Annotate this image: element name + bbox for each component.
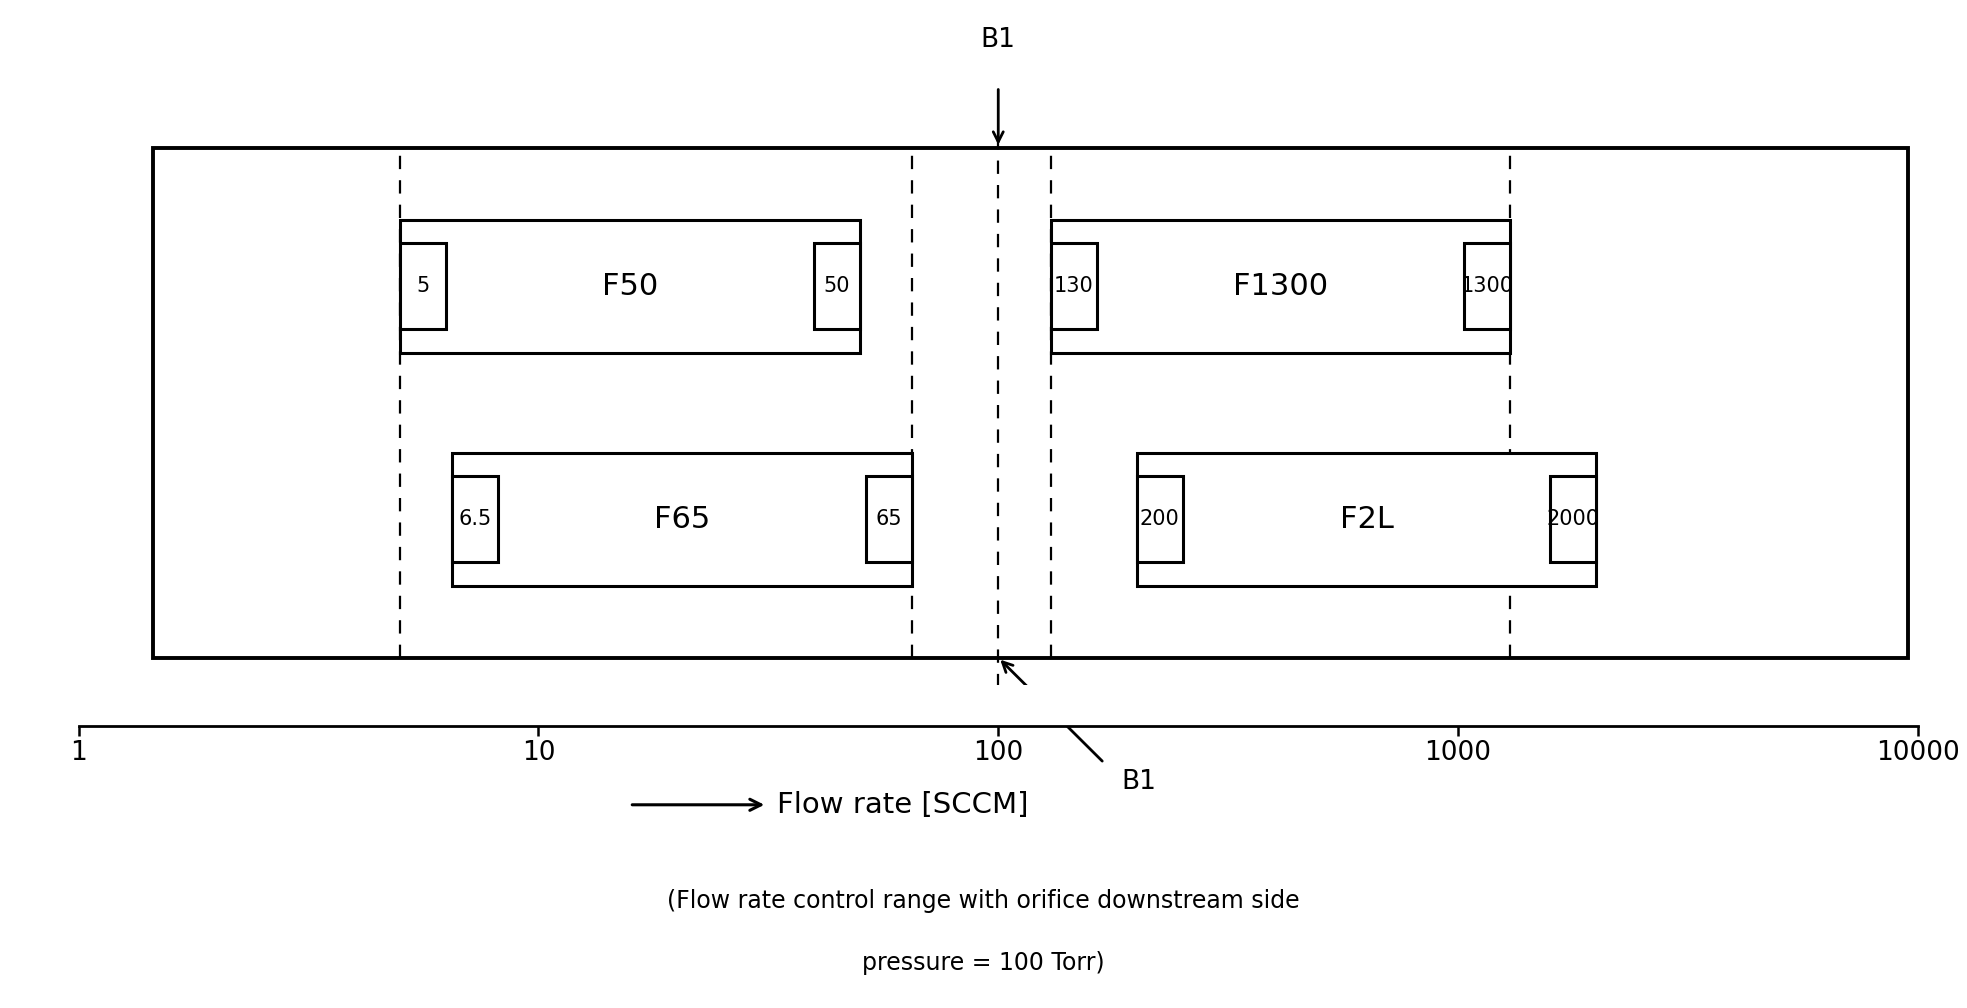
Text: 130: 130 (1054, 276, 1094, 296)
Polygon shape (1050, 243, 1098, 330)
Polygon shape (399, 220, 860, 353)
Text: F50: F50 (602, 272, 659, 300)
Text: (Flow rate control range with orifice downstream side: (Flow rate control range with orifice do… (667, 889, 1300, 913)
Text: pressure = 100 Torr): pressure = 100 Torr) (862, 951, 1105, 975)
Text: 65: 65 (875, 509, 903, 529)
Text: 200: 200 (1139, 509, 1180, 529)
Polygon shape (452, 453, 913, 586)
Polygon shape (1137, 476, 1182, 562)
Polygon shape (452, 476, 498, 562)
Polygon shape (1550, 476, 1597, 562)
Polygon shape (1137, 453, 1597, 586)
Text: 50: 50 (824, 276, 850, 296)
Polygon shape (1050, 220, 1511, 353)
Text: F1300: F1300 (1233, 272, 1328, 300)
Text: Flow rate [SCCM]: Flow rate [SCCM] (777, 791, 1029, 818)
Text: 2000: 2000 (1546, 509, 1599, 529)
Text: 6.5: 6.5 (458, 509, 492, 529)
Polygon shape (814, 243, 860, 330)
Text: F65: F65 (655, 505, 710, 533)
Text: 5: 5 (417, 276, 429, 296)
Text: 1300: 1300 (1461, 276, 1515, 296)
Polygon shape (865, 476, 913, 562)
Text: F2L: F2L (1340, 505, 1393, 533)
Text: B1: B1 (982, 27, 1015, 53)
Text: B1: B1 (1121, 769, 1157, 795)
Polygon shape (399, 243, 447, 330)
Polygon shape (1465, 243, 1511, 330)
